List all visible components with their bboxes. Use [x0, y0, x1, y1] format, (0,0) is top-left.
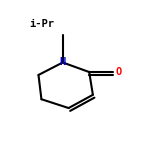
Text: i-Pr: i-Pr	[29, 19, 54, 29]
Text: N: N	[60, 57, 66, 67]
Text: O: O	[115, 67, 122, 77]
